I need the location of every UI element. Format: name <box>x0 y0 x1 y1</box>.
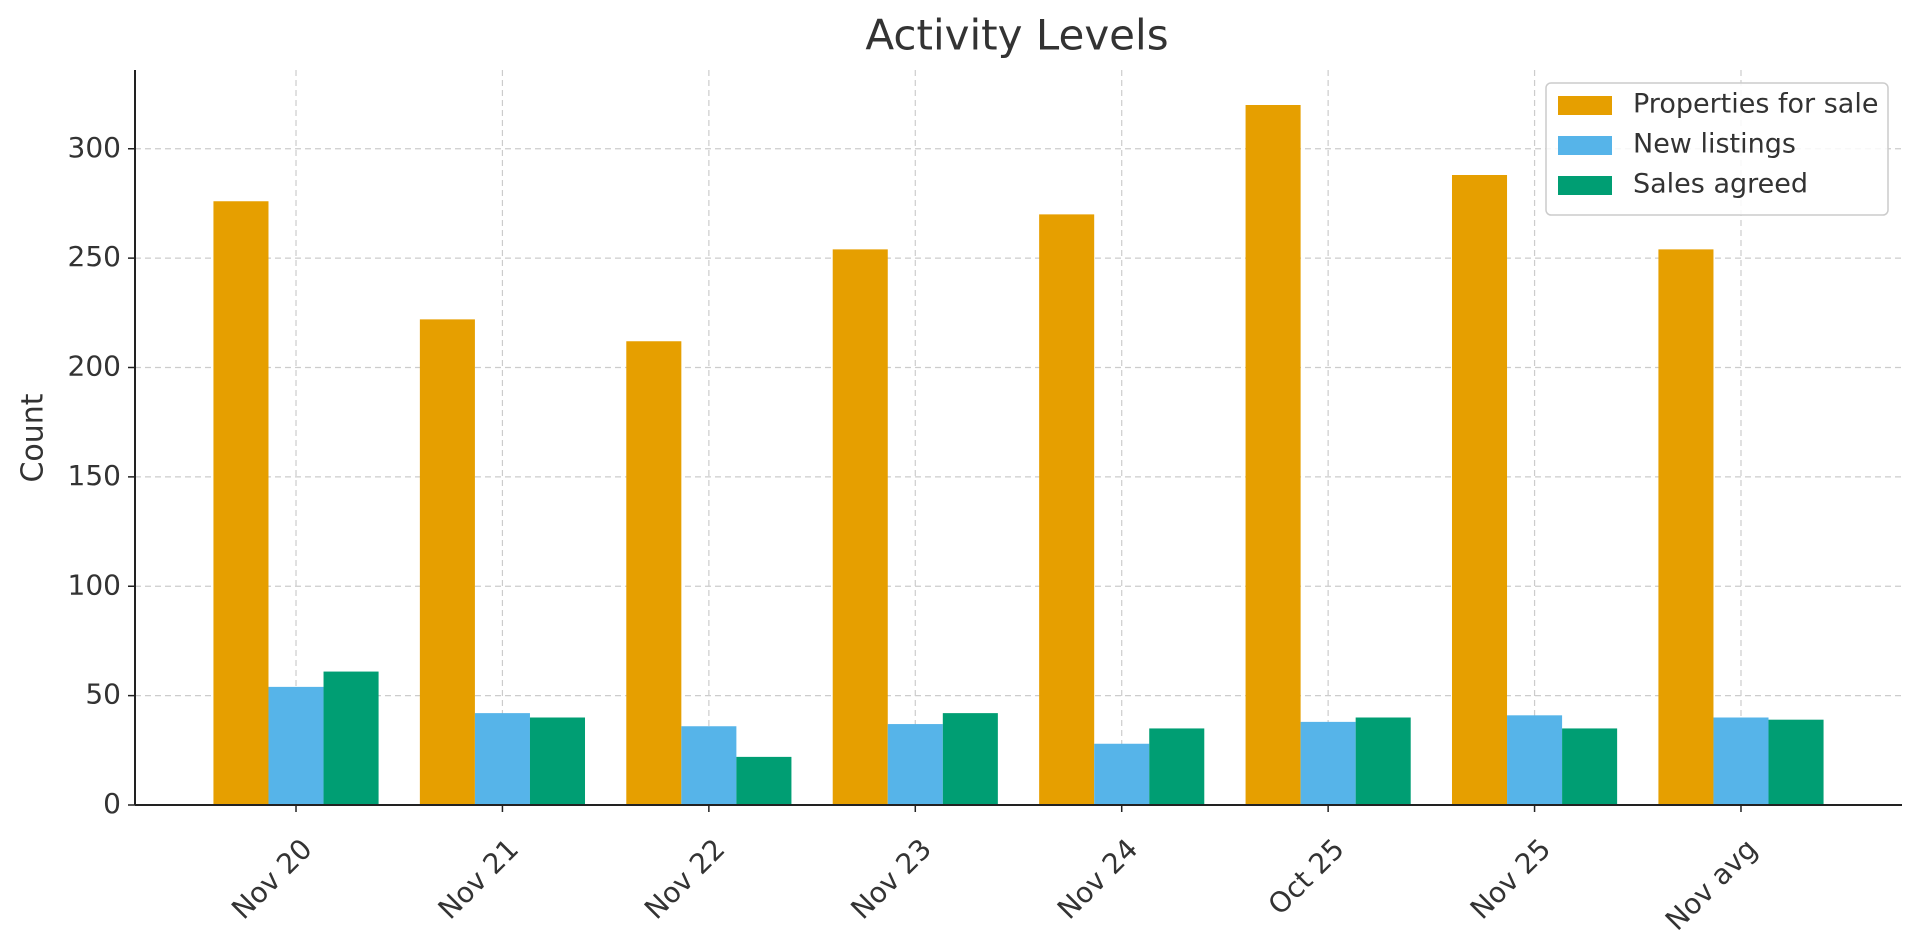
bar <box>1245 105 1301 805</box>
y-tick-label: 0 <box>103 787 121 820</box>
x-tick-label: Nov 20 <box>225 832 318 925</box>
legend-swatch <box>1558 176 1612 195</box>
bar <box>1562 728 1618 805</box>
y-tick-label: 250 <box>68 240 121 273</box>
bar <box>474 713 530 805</box>
y-tick-label: 200 <box>68 350 121 383</box>
bar <box>1355 717 1411 805</box>
bar <box>1094 743 1150 805</box>
legend-box <box>1545 82 1889 216</box>
bar <box>942 713 998 805</box>
bar <box>419 319 475 805</box>
y-axis-label: Count <box>16 393 51 482</box>
legend-swatch <box>1558 96 1612 115</box>
bar <box>268 686 324 805</box>
bar <box>832 249 888 805</box>
bar <box>1658 249 1714 805</box>
bar <box>626 341 682 805</box>
y-tick-label: 150 <box>68 459 121 492</box>
bar <box>736 756 792 805</box>
chart-title: Activity Levels <box>865 11 1168 60</box>
bar <box>1300 721 1356 805</box>
bar <box>1768 719 1824 805</box>
x-tick-label: Nov 22 <box>638 832 731 925</box>
legend-swatch <box>1558 136 1612 155</box>
legend-label: Sales agreed <box>1633 169 1808 200</box>
bar <box>1713 717 1769 805</box>
x-tick-label: Nov avg <box>1659 832 1764 937</box>
bar <box>529 717 586 805</box>
bar <box>887 724 943 805</box>
bar <box>681 726 737 805</box>
x-tick-label: Oct 25 <box>1262 832 1351 921</box>
bar <box>1451 175 1508 805</box>
x-tick-label: Nov 25 <box>1464 832 1557 925</box>
bar <box>1149 728 1205 805</box>
y-tick-label: 100 <box>68 568 121 601</box>
x-tick-label: Nov 21 <box>432 832 525 925</box>
bar <box>1039 214 1095 805</box>
bar <box>323 671 379 805</box>
bar <box>1507 715 1563 805</box>
bar <box>213 201 269 805</box>
legend: Properties for sale New listings Sales agr… <box>1545 82 1889 216</box>
x-tick-label: Nov 24 <box>1051 832 1144 925</box>
y-tick-label: 50 <box>85 678 121 711</box>
x-tick-label: Nov 23 <box>844 832 937 925</box>
legend-label: Properties for sale <box>1633 89 1878 120</box>
legend-label: New listings <box>1633 129 1796 160</box>
y-tick-label: 300 <box>68 131 121 164</box>
